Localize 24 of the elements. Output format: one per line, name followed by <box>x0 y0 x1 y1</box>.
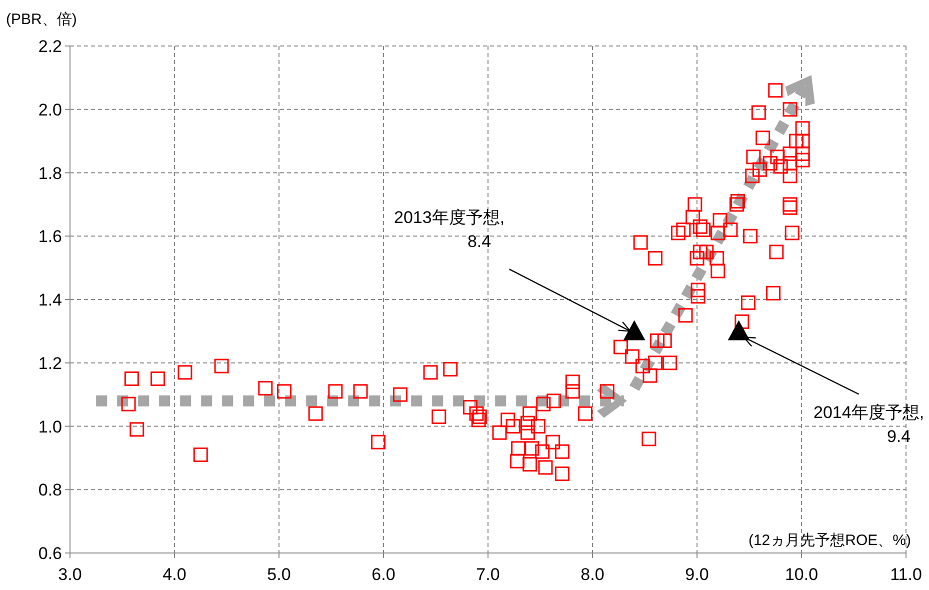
y-tick-label: 2.2 <box>38 37 62 56</box>
y-tick-label: 0.8 <box>38 480 62 500</box>
annotation: 2013年度予想, 8.4 <box>394 208 632 332</box>
y-tick-label: 2.0 <box>38 100 62 120</box>
x-tick-label: 11.0 <box>890 565 922 584</box>
y-tick-label: 1.6 <box>38 227 62 246</box>
annotation: 2014年度予想, 9.4 <box>742 336 924 446</box>
x-tick-label: 9.0 <box>685 565 709 584</box>
y-tick-label: 1.4 <box>38 290 62 310</box>
y-tick-label: 1.2 <box>38 354 62 373</box>
x-tick-label: 8.0 <box>580 565 604 584</box>
x-tick-label: 10.0 <box>784 565 818 584</box>
y-axis-title: (PBR、倍) <box>6 11 77 28</box>
x-tick-label: 3.0 <box>58 565 82 584</box>
annotation: 2014年度予想, 9.4 <box>814 403 924 446</box>
x-tick-label: 4.0 <box>162 565 186 584</box>
y-tick-label: 1.8 <box>38 164 62 183</box>
x-tick-label: 7.0 <box>476 565 500 584</box>
x-tick-label: 6.0 <box>372 565 396 584</box>
x-tick-label: 5.0 <box>267 565 291 584</box>
annotation: 2013年度予想, 8.4 <box>394 208 505 252</box>
x-axis-title: (12ヵ月先予想ROE、%) <box>748 532 911 549</box>
y-tick-label: 0.6 <box>38 544 62 563</box>
y-tick-label: 1.0 <box>38 417 62 436</box>
